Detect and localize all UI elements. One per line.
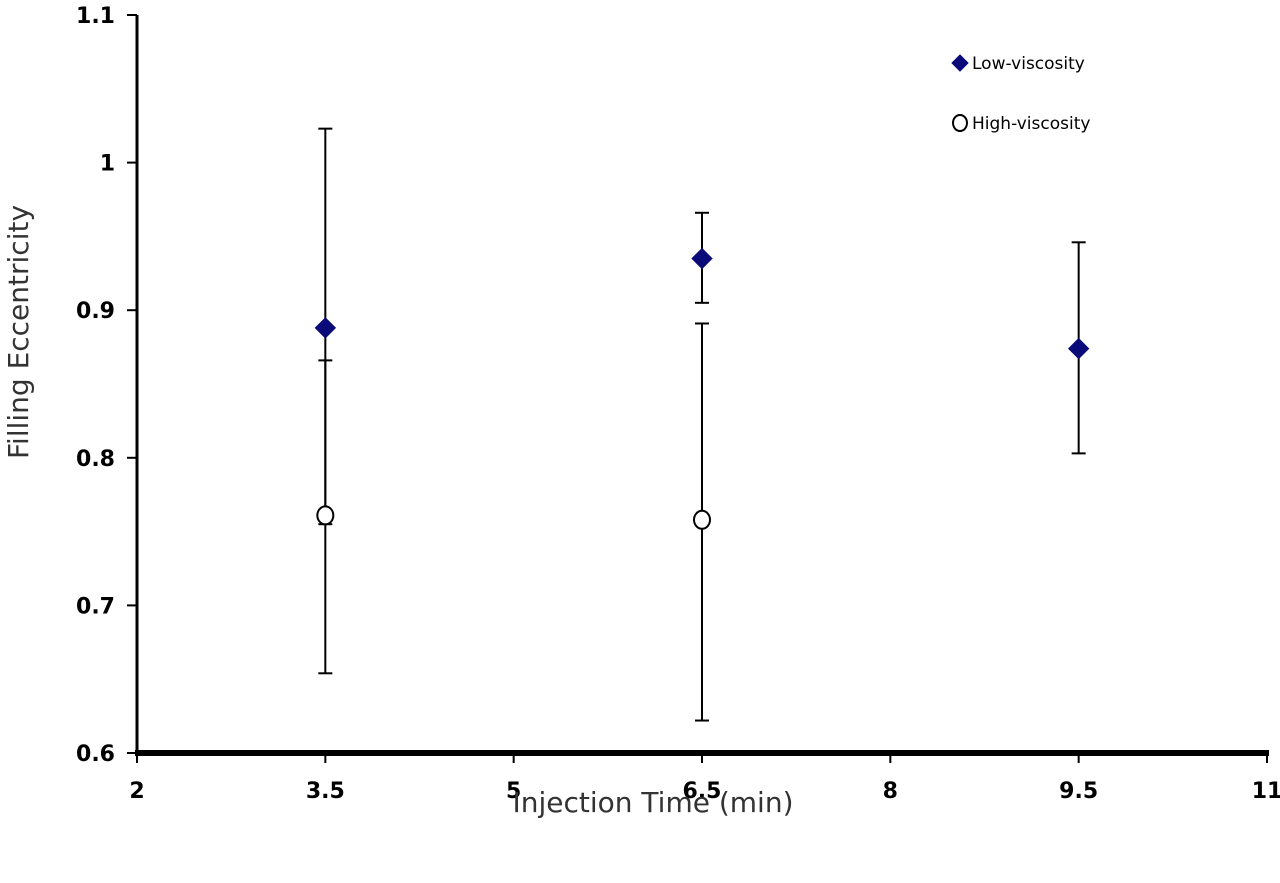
x-tick-label: 3.5	[306, 779, 345, 804]
data-markers	[314, 247, 1090, 530]
y-tick-label: 0.7	[76, 594, 115, 619]
y-tick-label: 0.6	[76, 742, 115, 767]
legend-high-viscosity-marker	[952, 114, 968, 132]
legend-label: High-viscosity	[972, 114, 1090, 134]
y-axis-title: Filling Eccentricity	[2, 205, 35, 459]
error-bars	[318, 127, 1086, 722]
x-tick-label: 2	[129, 779, 144, 804]
low-viscosity-point	[691, 247, 713, 270]
x-tick-label: 9.5	[1059, 779, 1098, 804]
y-tick-label: 0.8	[76, 447, 115, 472]
high-viscosity-point	[693, 509, 711, 530]
y-tick-label: 0.9	[76, 299, 115, 324]
x-tick-label: 11	[1252, 779, 1280, 804]
x-tick-label: 8	[883, 779, 898, 804]
low-viscosity-point	[314, 317, 337, 339]
x-axis-title: Injection Time (min)	[512, 786, 793, 819]
legend-label: Low-viscosity	[972, 54, 1085, 74]
y-tick-label: 1.1	[76, 4, 115, 29]
x-tick-label: 6.5	[683, 779, 722, 804]
high-viscosity-point	[316, 505, 335, 526]
legend: Low-viscosity High-viscosity	[951, 54, 1090, 134]
low-viscosity-point	[1067, 337, 1090, 360]
legend-low-viscosity-marker	[951, 54, 969, 72]
x-tick-label: 5	[506, 779, 521, 804]
axes: 0.6 0.7 0.8 0.9 1 1.1 2 3.5 5 6.5 8 9.5 11	[76, 4, 1280, 804]
y-tick-label: 1	[100, 152, 115, 177]
